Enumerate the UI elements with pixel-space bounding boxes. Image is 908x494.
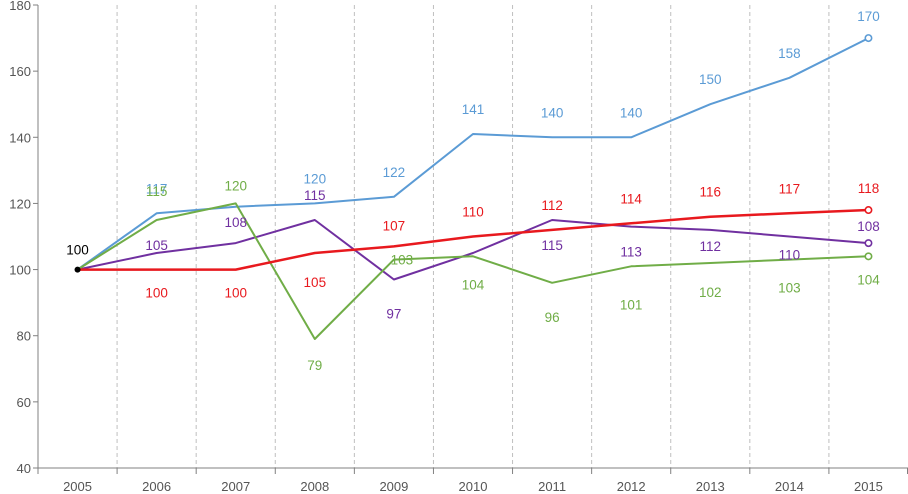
data-label-purple: 112 (700, 239, 722, 254)
data-label-red: 118 (858, 181, 880, 196)
data-label-purple: 97 (386, 306, 401, 321)
series-line-green (76, 202, 869, 340)
data-label-blue: 150 (699, 72, 722, 87)
data-label-red: 112 (541, 198, 563, 213)
data-label-green: 120 (224, 178, 247, 193)
data-label-purple: 105 (145, 238, 168, 253)
data-label-purple: 115 (541, 238, 563, 253)
data-label-green: 96 (545, 310, 560, 325)
data-label-green: 104 (462, 277, 485, 292)
data-label-blue: 117 (146, 181, 168, 196)
y-tick-label: 120 (9, 196, 31, 211)
data-label-blue: 158 (778, 46, 801, 61)
data-label-red: 105 (304, 275, 327, 290)
data-label-blue: 120 (304, 171, 327, 186)
x-tick-label: 2014 (775, 479, 804, 494)
x-tick-label: 2007 (221, 479, 250, 494)
y-tick-label: 160 (9, 64, 31, 79)
series-lines (74, 34, 873, 340)
start-marker (74, 266, 81, 273)
x-tick-label: 2009 (379, 479, 408, 494)
data-label-red: 107 (383, 218, 406, 233)
data-label-purple: 110 (779, 248, 801, 263)
end-marker-purple (864, 239, 873, 248)
series-line-purple (77, 219, 869, 281)
x-tick-label: 2013 (696, 479, 725, 494)
data-label-purple: 108 (857, 219, 880, 234)
data-label-blue: 170 (857, 9, 880, 24)
data-label-green: 102 (699, 285, 722, 300)
data-label-green: 101 (620, 297, 643, 312)
y-tick-label: 140 (9, 130, 31, 145)
data-label-green: 115 (146, 184, 168, 199)
x-tick-label: 2010 (459, 479, 488, 494)
data-label-green: 104 (857, 272, 880, 287)
y-tick-label: 60 (17, 395, 31, 410)
data-label-red: 116 (700, 185, 722, 200)
end-marker-blue (864, 34, 873, 43)
x-tick-label: 2012 (617, 479, 646, 494)
data-label-red: 100 (224, 286, 247, 301)
data-label-base: 100 (66, 243, 89, 258)
x-tick-label: 2005 (63, 479, 92, 494)
data-label-purple: 115 (304, 188, 326, 203)
data-label-red: 110 (462, 205, 484, 220)
data-label-blue: 140 (541, 105, 564, 120)
data-label-red: 114 (620, 191, 642, 206)
y-tick-label: 100 (9, 263, 31, 278)
series-line-red (77, 208, 869, 271)
data-label-blue: 141 (462, 102, 485, 117)
x-tick-label: 2015 (854, 479, 883, 494)
x-tick-label: 2008 (300, 479, 329, 494)
data-label-green: 103 (778, 281, 801, 296)
data-label-red: 100 (145, 286, 168, 301)
data-label-red: 117 (779, 181, 801, 196)
x-tick-label: 2011 (538, 479, 566, 494)
data-label-purple: 113 (620, 245, 642, 260)
end-marker-green (864, 252, 873, 261)
y-tick-label: 40 (17, 461, 31, 476)
x-tick-label: 2006 (142, 479, 171, 494)
data-label-blue: 122 (383, 165, 406, 180)
data-label-purple: 108 (224, 215, 247, 230)
data-label-blue: 140 (620, 105, 643, 120)
data-label-green: 103 (391, 253, 414, 268)
data-labels: 117 120 122 141 140 140 150 158 170 100 100 105 107 1… (66, 9, 880, 373)
y-tick-label: 80 (17, 329, 31, 344)
data-label-green: 79 (307, 358, 322, 373)
axes: 40 60 80 100 120 140 160 180 2005 2006 2007 2008 200… (9, 0, 908, 494)
end-marker-red (864, 206, 873, 215)
y-tick-label: 180 (9, 0, 31, 13)
